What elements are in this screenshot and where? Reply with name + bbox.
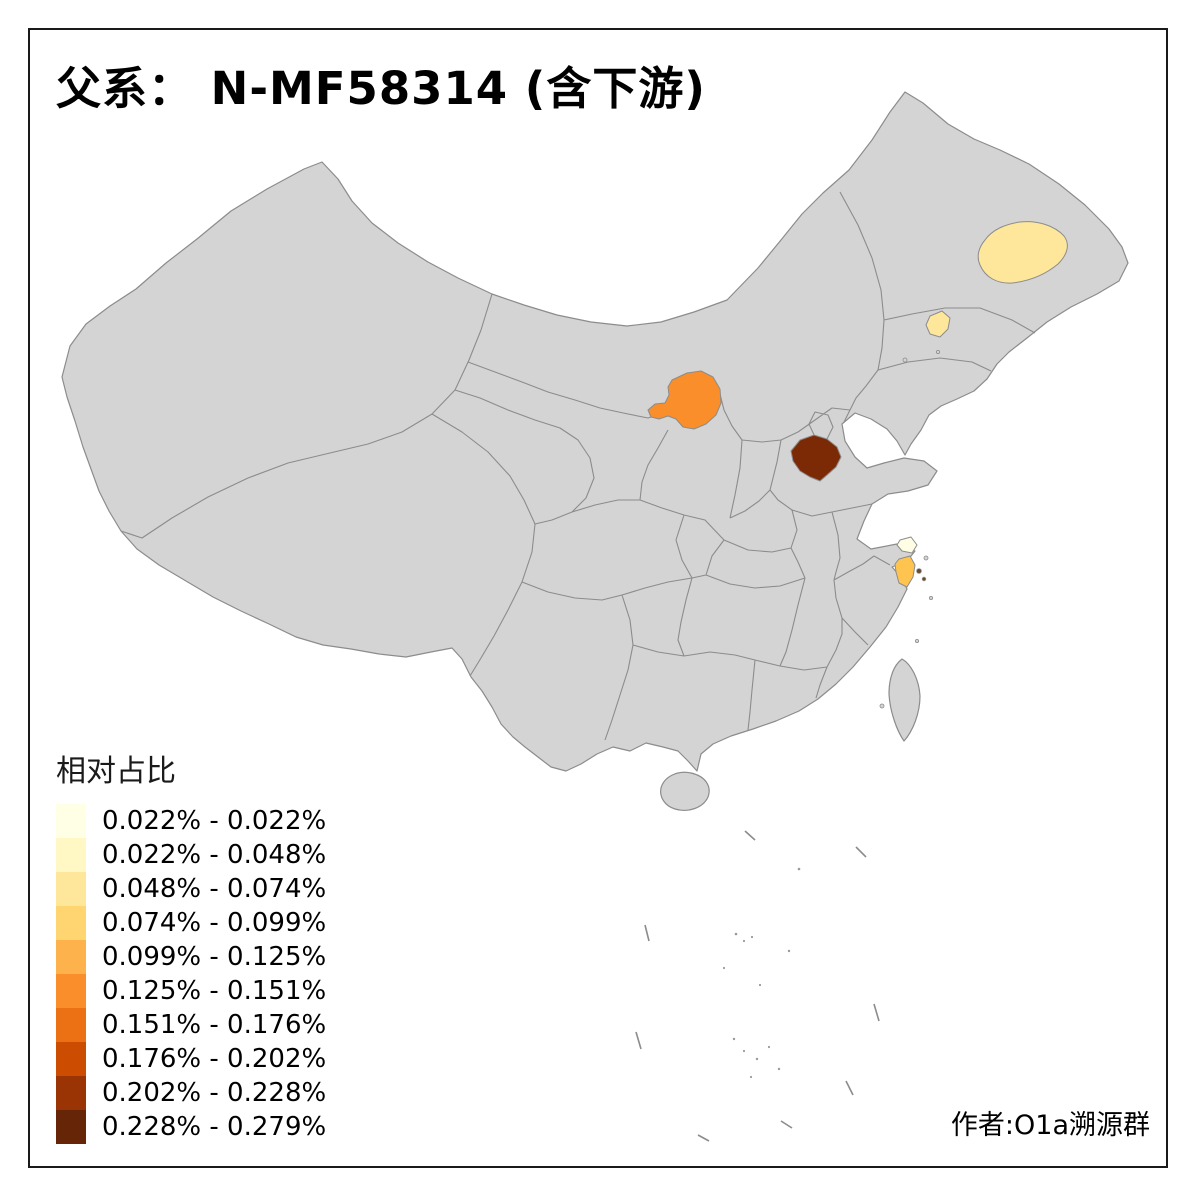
- legend-swatch: [56, 872, 86, 906]
- legend-label: 0.125% - 0.151%: [102, 976, 327, 1006]
- coastal-islands: [879, 349, 941, 709]
- legend-row: 0.151% - 0.176%: [56, 1008, 326, 1042]
- province-borders: [120, 191, 1036, 741]
- legend-row: 0.228% - 0.279%: [56, 1110, 326, 1144]
- legend-swatch: [56, 906, 86, 940]
- legend-row: 0.176% - 0.202%: [56, 1042, 326, 1076]
- legend-swatch: [56, 838, 86, 872]
- region-ningbo-patch: [894, 555, 916, 588]
- legend-swatch: [56, 974, 86, 1008]
- region-jilin-patch: [925, 310, 951, 338]
- attribution: 作者:O1a溯源群: [950, 1110, 1150, 1141]
- legend-row: 0.022% - 0.022%: [56, 804, 326, 838]
- legend-swatch: [56, 1042, 86, 1076]
- sea-island-specks: [722, 867, 801, 1079]
- legend-row: 0.048% - 0.074%: [56, 872, 326, 906]
- legend-swatch: [56, 804, 86, 838]
- legend-label: 0.022% - 0.048%: [102, 840, 327, 870]
- legend-row: 0.022% - 0.048%: [56, 838, 326, 872]
- legend-label: 0.099% - 0.125%: [102, 942, 327, 972]
- legend-label: 0.048% - 0.074%: [102, 874, 327, 904]
- legend-title: 相对占比: [56, 754, 176, 789]
- legend-row: 0.202% - 0.228%: [56, 1076, 326, 1110]
- region-shanghai-patch: [896, 536, 918, 554]
- legend-label: 0.228% - 0.279%: [102, 1112, 327, 1142]
- region-shandong-patch: [790, 434, 842, 482]
- legend: 相对占比 0.022% - 0.022% 0.022% - 0.048% 0.0…: [56, 746, 326, 1144]
- region-ningxia-patch: [647, 370, 722, 430]
- region-islet-1: [916, 568, 922, 574]
- legend-label: 0.151% - 0.176%: [102, 1010, 327, 1040]
- nine-dash-line: [635, 830, 880, 1142]
- region-heilongjiang-patch: [977, 221, 1068, 284]
- legend-row: 0.125% - 0.151%: [56, 974, 326, 1008]
- legend-swatch: [56, 940, 86, 974]
- legend-swatch: [56, 1076, 86, 1110]
- taiwan-island: [888, 658, 921, 742]
- legend-label: 0.074% - 0.099%: [102, 908, 327, 938]
- china-mainland: [61, 91, 1129, 772]
- region-islet-2: [921, 576, 927, 582]
- legend-label: 0.176% - 0.202%: [102, 1044, 327, 1074]
- legend-swatch: [56, 1008, 86, 1042]
- hainan-island: [660, 771, 710, 811]
- legend-row: 0.074% - 0.099%: [56, 906, 326, 940]
- page-title: 父系： N-MF58314 (含下游): [56, 62, 706, 115]
- legend-label: 0.022% - 0.022%: [102, 806, 327, 836]
- legend-label: 0.202% - 0.228%: [102, 1078, 327, 1108]
- legend-swatch: [56, 1110, 86, 1144]
- legend-row: 0.099% - 0.125%: [56, 940, 326, 974]
